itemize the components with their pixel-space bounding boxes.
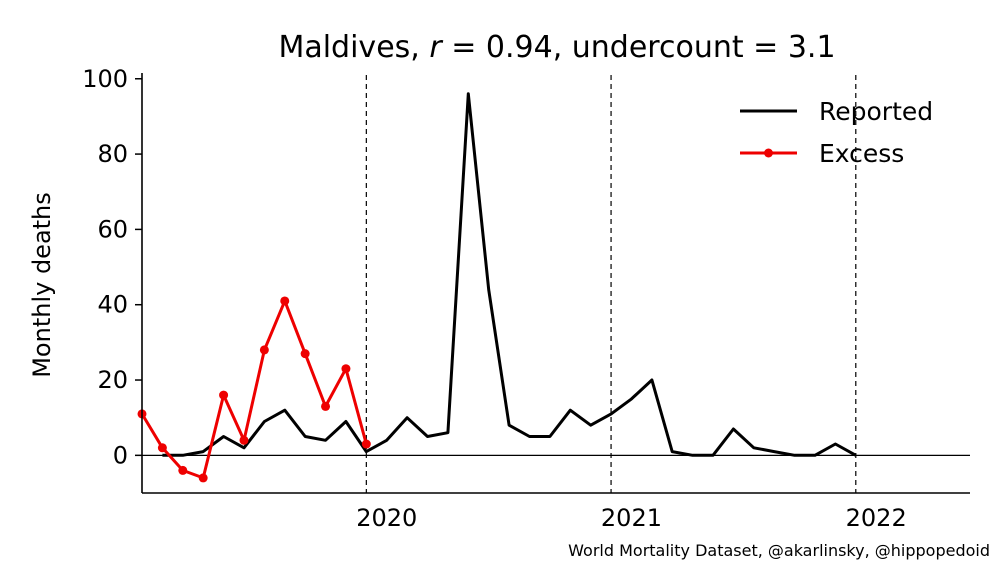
x-tick-label-2: 2022 [846,504,907,532]
x-tick-label-1: 2021 [601,504,662,532]
series-line-excess [140,299,368,480]
data-point-excess-4 [219,390,229,400]
legend-marker-excess [764,148,773,158]
data-point-excess-3 [198,473,208,483]
data-point-excess-7 [280,296,290,306]
credit-text: World Mortality Dataset, @akarlinsky, @h… [568,541,990,560]
data-point-excess-9 [321,401,331,411]
x-tick-label-0: 2020 [356,504,417,532]
legend: Reported Excess [740,97,933,168]
y-tick-label-0: 0 [113,441,128,469]
data-point-excess-8 [300,349,310,359]
y-tick-label-2: 40 [97,291,128,319]
legend-label-reported: Reported [819,97,933,126]
y-tick-label-3: 60 [97,215,128,243]
y-ticks: 0 20 40 60 80 100 [82,65,142,469]
chart-title: Maldives, r = 0.94, undercount = 3.1 [278,30,835,65]
series-line-reported [162,92,857,457]
data-point-excess-10 [341,364,351,374]
data-point-excess-5 [239,435,249,445]
year-dividers [365,75,857,493]
y-tick-label-4: 80 [97,140,128,168]
data-point-excess-6 [259,345,269,355]
y-axis-label: Monthly deaths [28,192,56,378]
legend-label-excess: Excess [819,139,904,168]
x-ticks: 2020 2021 2022 [356,504,907,532]
series-layer [137,92,857,483]
y-tick-label-5: 100 [82,65,128,93]
data-point-excess-2 [178,465,188,475]
data-point-excess-1 [157,443,167,453]
data-point-excess-11 [361,439,371,449]
y-tick-label-1: 20 [97,366,128,394]
